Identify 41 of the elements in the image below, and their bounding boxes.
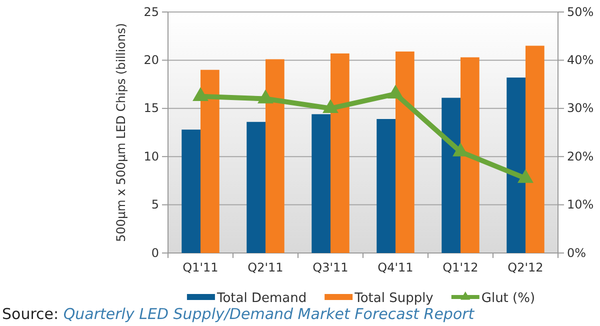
point [192,87,208,101]
bar [396,52,414,253]
point [322,99,338,113]
y2-tick-label: 20% [567,149,594,164]
x-tick-label: Q2'12 [508,260,544,275]
x-tick-label: Q2'11 [248,260,284,275]
bar [246,122,266,253]
bar [330,53,350,253]
point [518,169,534,183]
y-tick-label: 20 [144,53,159,68]
y-tick-label: 25 [144,4,159,19]
x-tick-label: Q3'11 [312,260,348,275]
legend-label: Glut (%) [481,291,536,306]
bar [506,78,526,253]
y-axis-title: 500µm x 500µm LED Chips (billions) [114,23,128,242]
bar [182,130,200,253]
bar [376,119,396,253]
legend-label: Total Supply [354,291,434,306]
y-tick-label: 0 [151,246,159,260]
y2-tick-label: 30% [567,101,594,116]
bar [526,46,544,253]
bar [442,98,460,253]
bar [312,114,330,253]
y2-tick-label: 50% [567,4,594,19]
x-tick-label: Q4'11 [378,260,414,275]
point [258,90,274,104]
text: Quarterly LED Supply/Demand Market Forecast Report [58,305,476,323]
y2-tick-label: 10% [567,198,594,212]
point [388,84,404,99]
bar [200,70,220,253]
source-note: Source: [2,305,59,323]
y-tick-label: 5 [151,198,159,212]
y-tick-label: 10 [144,149,159,164]
bar [266,59,284,253]
y2-tick-label: 0% [567,246,586,260]
bar [460,57,480,253]
x-tick-label: Q1'12 [442,260,478,275]
x-tick-label: Q1'11 [182,260,218,275]
y-tick-label: 15 [144,101,159,116]
legend-label: Total Demand [216,291,307,306]
y2-tick-label: 40% [567,53,594,68]
